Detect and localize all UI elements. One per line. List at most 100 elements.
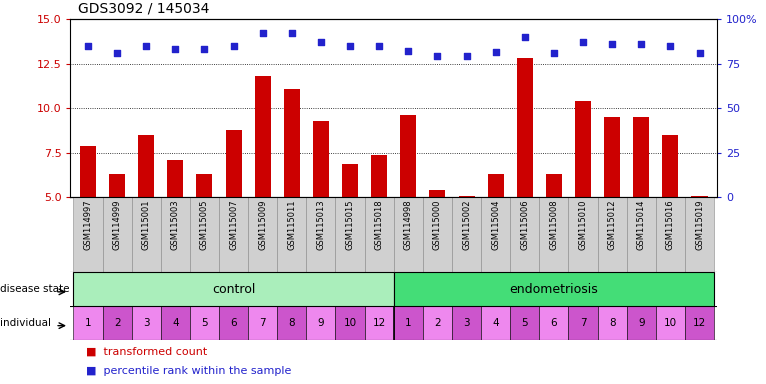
Bar <box>313 121 329 197</box>
Bar <box>283 89 300 197</box>
Bar <box>510 197 539 272</box>
Text: GSM115003: GSM115003 <box>171 200 180 250</box>
Text: GSM115010: GSM115010 <box>578 200 588 250</box>
Bar <box>656 306 685 340</box>
Bar <box>546 174 562 197</box>
Bar <box>306 306 336 340</box>
Text: GSM115002: GSM115002 <box>462 200 471 250</box>
Point <box>460 53 473 59</box>
Text: GSM115005: GSM115005 <box>200 200 209 250</box>
Bar <box>196 174 212 197</box>
Text: disease state: disease state <box>0 284 70 294</box>
Point <box>344 43 356 49</box>
Bar <box>627 306 656 340</box>
Text: 8: 8 <box>289 318 295 328</box>
Text: ■  transformed count: ■ transformed count <box>86 347 207 357</box>
Bar <box>103 197 132 272</box>
Text: 6: 6 <box>551 318 557 328</box>
Bar <box>597 197 627 272</box>
Point <box>140 43 152 49</box>
Text: ■  percentile rank within the sample: ■ percentile rank within the sample <box>86 366 291 376</box>
Point <box>402 48 414 55</box>
Text: GSM114998: GSM114998 <box>404 200 413 250</box>
Bar <box>74 197 103 272</box>
Text: 12: 12 <box>372 318 386 328</box>
Point <box>169 46 182 53</box>
Text: 9: 9 <box>638 318 644 328</box>
Text: 5: 5 <box>201 318 208 328</box>
Point <box>198 46 211 53</box>
Bar <box>372 155 387 197</box>
Bar <box>342 164 358 197</box>
Bar <box>225 130 241 197</box>
Point <box>315 39 327 45</box>
Text: GSM115009: GSM115009 <box>258 200 267 250</box>
Bar <box>109 174 125 197</box>
Bar <box>452 306 481 340</box>
Bar <box>685 197 714 272</box>
Bar <box>423 197 452 272</box>
Bar <box>539 306 568 340</box>
Text: GSM115012: GSM115012 <box>607 200 617 250</box>
Text: GSM114999: GSM114999 <box>113 200 122 250</box>
Bar <box>132 306 161 340</box>
Bar <box>481 197 510 272</box>
Bar <box>219 306 248 340</box>
Bar <box>161 197 190 272</box>
Bar <box>132 197 161 272</box>
Bar <box>633 117 650 197</box>
Bar <box>575 101 591 197</box>
Text: 7: 7 <box>260 318 266 328</box>
Bar <box>190 306 219 340</box>
Text: GSM115013: GSM115013 <box>316 200 326 250</box>
Bar <box>459 195 474 197</box>
Text: 3: 3 <box>143 318 149 328</box>
Text: 6: 6 <box>231 318 237 328</box>
Bar <box>401 116 416 197</box>
Bar <box>103 306 132 340</box>
Bar <box>248 306 277 340</box>
Text: 9: 9 <box>318 318 324 328</box>
Text: GSM115008: GSM115008 <box>549 200 558 250</box>
Point <box>257 30 269 36</box>
Text: GSM115015: GSM115015 <box>345 200 355 250</box>
Bar <box>394 306 423 340</box>
Point <box>373 43 385 49</box>
Bar <box>219 197 248 272</box>
Bar <box>336 197 365 272</box>
Point <box>286 30 298 36</box>
Point <box>548 50 560 56</box>
Bar <box>74 306 103 340</box>
Bar <box>568 306 597 340</box>
Bar <box>365 306 394 340</box>
Bar <box>277 197 306 272</box>
Bar <box>627 197 656 272</box>
Text: 8: 8 <box>609 318 615 328</box>
Bar <box>394 272 714 306</box>
Point <box>577 39 589 45</box>
Bar <box>663 135 679 197</box>
Bar <box>656 197 685 272</box>
Point <box>664 43 676 49</box>
Text: 12: 12 <box>693 318 706 328</box>
Bar <box>488 174 504 197</box>
Text: 4: 4 <box>172 318 178 328</box>
Point <box>519 34 531 40</box>
Bar <box>539 197 568 272</box>
Text: GSM115019: GSM115019 <box>695 200 704 250</box>
Text: GSM115014: GSM115014 <box>637 200 646 250</box>
Text: GSM114997: GSM114997 <box>83 200 93 250</box>
Bar <box>430 190 445 197</box>
Bar <box>685 306 714 340</box>
Text: 5: 5 <box>522 318 528 328</box>
Bar <box>248 197 277 272</box>
Text: 2: 2 <box>114 318 120 328</box>
Point <box>693 50 705 56</box>
Point <box>489 49 502 55</box>
Text: 4: 4 <box>493 318 499 328</box>
Bar <box>394 197 423 272</box>
Bar <box>190 197 219 272</box>
Bar <box>568 197 597 272</box>
Bar <box>692 195 708 197</box>
Point <box>431 53 444 59</box>
